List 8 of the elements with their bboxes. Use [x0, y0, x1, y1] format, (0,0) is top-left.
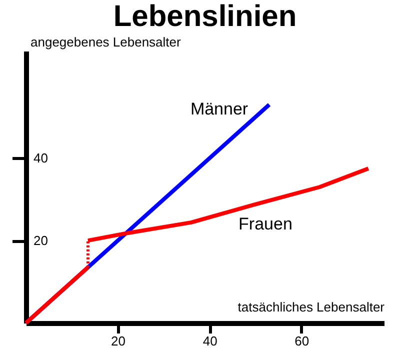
chart-title: Lebenslinien [113, 0, 297, 33]
x-tick-label: 60 [294, 334, 310, 348]
y-axis-title: angegebenes Lebensalter [30, 34, 182, 50]
series-label: Männer [190, 100, 248, 119]
series-label: Frauen [238, 214, 292, 234]
x-axis-title: tatsächliches Lebensalter [238, 300, 386, 314]
x-tick-label: 20 [111, 334, 126, 348]
x-tick-label: 40 [202, 334, 218, 348]
